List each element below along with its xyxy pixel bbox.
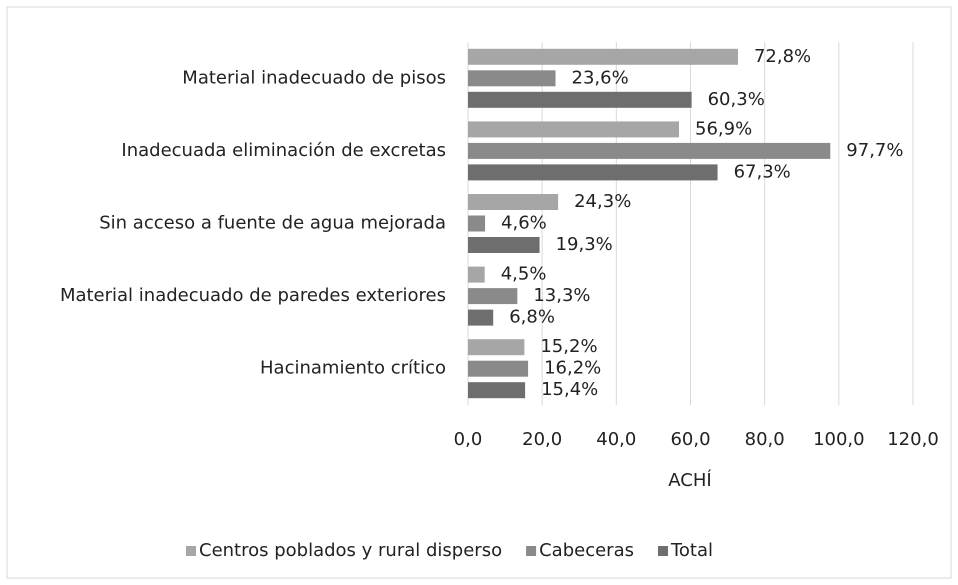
y-tick-label: Material inadecuado de pisos xyxy=(182,67,446,88)
legend-swatch xyxy=(186,546,196,556)
y-tick-label: Material inadecuado de paredes exteriore… xyxy=(60,285,446,306)
data-label: 23,6% xyxy=(572,67,629,88)
bar xyxy=(468,288,518,305)
bar xyxy=(468,142,831,159)
x-tick-label: 20,0 xyxy=(522,429,562,450)
y-tick-label: Sin acceso a fuente de agua mejorada xyxy=(99,213,446,234)
data-label: 72,8% xyxy=(754,46,811,67)
x-axis-title: ACHÍ xyxy=(668,469,711,491)
bar xyxy=(468,91,692,108)
bar xyxy=(468,309,494,326)
bar xyxy=(468,48,738,65)
data-label: 56,9% xyxy=(695,118,752,139)
x-tick-label: 60,0 xyxy=(670,429,710,450)
bar xyxy=(468,215,486,232)
y-tick-label: Hacinamiento crítico xyxy=(260,358,446,379)
x-tick-label: 40,0 xyxy=(596,429,636,450)
bar xyxy=(468,237,540,253)
legend-label: Cabeceras xyxy=(539,540,634,561)
legend-swatch xyxy=(526,546,537,556)
bar xyxy=(468,164,718,181)
data-label: 60,3% xyxy=(708,89,765,110)
data-label: 19,3% xyxy=(556,234,613,255)
data-label: 15,4% xyxy=(541,379,598,400)
data-label: 24,3% xyxy=(574,191,631,212)
x-tick-label: 80,0 xyxy=(745,429,785,450)
data-label: 15,2% xyxy=(540,336,597,357)
bar xyxy=(468,360,529,377)
x-tick-label: 0,0 xyxy=(454,429,483,450)
data-label: 97,7% xyxy=(846,140,903,161)
legend-label: Centros poblados y rural disperso xyxy=(199,540,502,561)
bar xyxy=(468,121,680,138)
bar xyxy=(468,339,525,356)
data-label: 4,6% xyxy=(501,213,547,234)
y-tick-label: Inadecuada eliminación de excretas xyxy=(121,140,446,161)
data-label: 13,3% xyxy=(533,285,590,306)
data-label: 16,2% xyxy=(544,358,601,379)
bar xyxy=(468,266,485,283)
legend-swatch xyxy=(657,546,668,556)
x-tick-label: 100,0 xyxy=(813,429,865,450)
data-label: 6,8% xyxy=(509,307,555,328)
data-label: 67,3% xyxy=(734,161,791,182)
legend-label: Total xyxy=(670,540,713,561)
data-label: 4,5% xyxy=(501,264,547,285)
bar xyxy=(468,382,526,399)
bar xyxy=(468,70,556,87)
x-tick-label: 120,0 xyxy=(887,429,939,450)
bar xyxy=(468,194,559,210)
